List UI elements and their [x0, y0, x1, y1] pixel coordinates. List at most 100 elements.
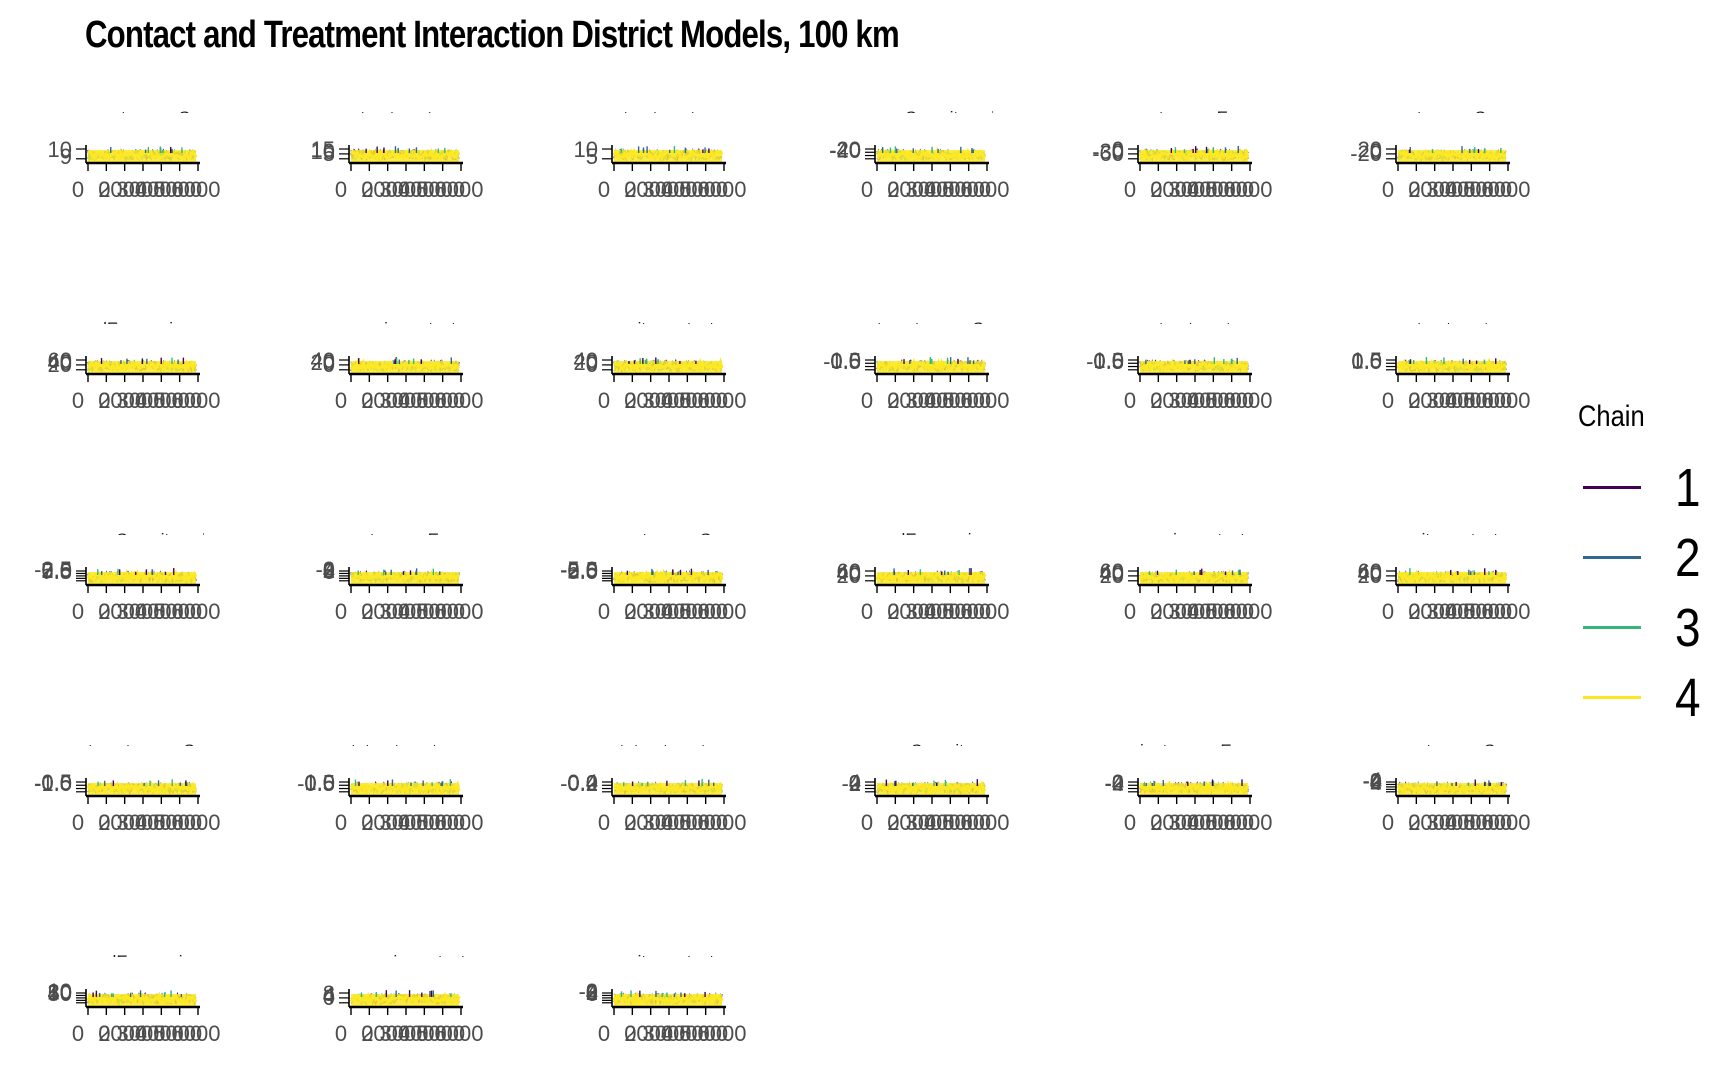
y-tick-label: 2 — [849, 770, 861, 795]
strip-label: curity:contact_p — [1398, 530, 1517, 549]
x-tick-label: 6000 — [961, 388, 1010, 413]
x-tick-label: 4000 — [1445, 388, 1494, 413]
x-tick-label: 0 — [861, 177, 873, 202]
x-tick-label: 0 — [1124, 599, 1136, 624]
x-tick-label: 2000 — [624, 810, 673, 835]
legend-item-1: 1 — [1583, 458, 1713, 518]
x-tick-label: 0 — [1124, 177, 1136, 202]
x-tick-label: 5000 — [416, 177, 465, 202]
y-tick-label: 20 — [574, 350, 598, 375]
x-tick-label: 0 — [861, 388, 873, 413]
y-tick-label: 60 — [837, 559, 861, 584]
x-tick-label: 3000 — [1427, 810, 1476, 835]
y-tick-label: 4 — [849, 770, 861, 795]
x-tick-label: 5000 — [679, 388, 728, 413]
y-tick-label: 0 — [586, 352, 598, 377]
x-tick-label: 5000 — [1463, 388, 1512, 413]
x-tick-label: 4000 — [924, 388, 973, 413]
y-tick-label: 0.5 — [830, 348, 861, 373]
x-tick-label: 4000 — [1187, 177, 1236, 202]
x-tick-label: 0 — [72, 599, 84, 624]
y-tick-label: 1.0 — [304, 770, 335, 795]
x-tick-label: 4000 — [135, 177, 184, 202]
x-tick-label: 5000 — [942, 810, 991, 835]
x-tick-label: 0 — [598, 599, 610, 624]
y-tick-label: 40 — [48, 350, 72, 375]
x-tick-label: 4000 — [135, 599, 184, 624]
y-tick-label: 20 — [48, 979, 72, 1004]
x-tick-label: 5000 — [1205, 177, 1254, 202]
x-tick-label: 2000 — [361, 1021, 410, 1046]
strip-label: onomic:contact_ — [351, 952, 475, 971]
x-tick-label: 6000 — [435, 1021, 484, 1046]
x-tick-label: 0 — [598, 177, 610, 202]
x-tick-label: 5000 — [1205, 388, 1254, 413]
trace-band — [877, 572, 985, 584]
y-tick-label: -20 — [1350, 141, 1382, 166]
y-tick-label: -30 — [1092, 139, 1124, 164]
strip-label: ient_groupEcono — [1140, 741, 1269, 760]
legend-key-1 — [1583, 486, 1641, 489]
y-tick-label: -0.5 — [1086, 349, 1124, 374]
x-tick-label: 5000 — [679, 1021, 728, 1046]
y-tick-label: -4 — [1362, 768, 1382, 793]
x-tick-label: 0 — [1124, 810, 1136, 835]
strip-label: ent_groupSecuri — [1398, 108, 1523, 127]
x-tick-label: 2000 — [1150, 810, 1199, 835]
y-tick-label: -5.0 — [560, 557, 598, 582]
y-tick-label: 5.0 — [41, 558, 72, 583]
y-tick-label: 40 — [311, 348, 335, 373]
trace-band — [614, 572, 722, 584]
x-tick-label: 0 — [624, 599, 636, 624]
y-tick-label: 20 — [837, 563, 861, 588]
x-tick-label: 5000 — [153, 810, 202, 835]
y-tick-label: -0.2 — [560, 771, 598, 796]
trace-band — [1398, 150, 1506, 162]
trace-band — [351, 572, 459, 584]
x-tick-label: 3000 — [1169, 177, 1218, 202]
x-tick-label: 3000 — [906, 177, 955, 202]
y-tick-label: 2 — [323, 558, 335, 583]
trace-band — [1140, 150, 1248, 162]
legend-title: Chain — [1578, 400, 1645, 433]
trace-band — [351, 361, 459, 373]
x-tick-label: 5000 — [1205, 599, 1254, 624]
x-tick-label: 0 — [624, 810, 636, 835]
x-tick-label: 0 — [1382, 177, 1394, 202]
strip-label: _treatment_grou — [350, 108, 476, 127]
x-tick-label: 4000 — [1187, 388, 1236, 413]
x-tick-label: 3000 — [906, 388, 955, 413]
x-tick-label: 6000 — [1224, 599, 1273, 624]
x-tick-label: 6000 — [435, 388, 484, 413]
x-tick-label: 2000 — [361, 388, 410, 413]
y-tick-label: 4 — [323, 558, 335, 583]
y-tick-label: 40 — [837, 561, 861, 586]
x-tick-label: 0 — [72, 1021, 84, 1046]
x-tick-label: 3000 — [380, 810, 429, 835]
trace-band — [614, 783, 722, 795]
x-tick-label: 2000 — [624, 1021, 673, 1046]
trace-band — [88, 150, 196, 162]
x-tick-label: 3000 — [1169, 599, 1218, 624]
y-tick-label: 4 — [323, 983, 335, 1008]
y-tick-label: 20 — [48, 352, 72, 377]
legend-item-4: 4 — [1583, 668, 1713, 728]
x-tick-label: 5000 — [416, 810, 465, 835]
y-tick-label: 0.0 — [567, 771, 598, 796]
x-tick-label: 6000 — [1224, 388, 1273, 413]
x-tick-label: 4000 — [398, 1021, 447, 1046]
y-tick-label: 1.5 — [1351, 348, 1382, 373]
x-tick-label: 5000 — [679, 599, 728, 624]
x-tick-label: 3000 — [643, 388, 692, 413]
y-tick-label: 30 — [48, 980, 72, 1005]
x-tick-label: 5000 — [679, 177, 728, 202]
x-tick-label: 4000 — [1187, 599, 1236, 624]
y-tick-label: 4 — [1370, 770, 1382, 795]
strip-label: nomic:contact_ — [1140, 530, 1255, 549]
